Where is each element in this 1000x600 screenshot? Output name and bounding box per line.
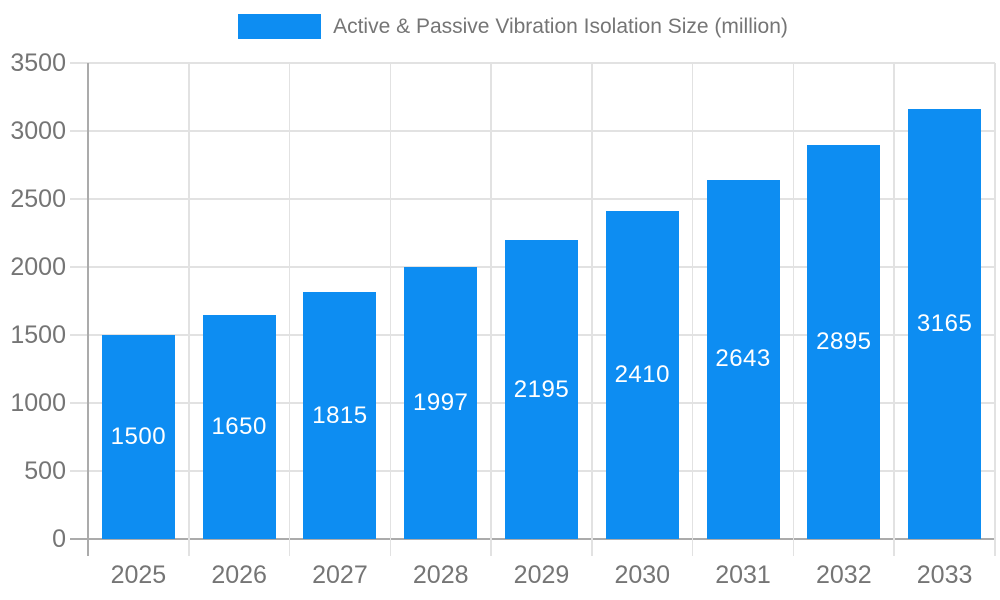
y-tick-label-3000: 3000 — [10, 117, 66, 145]
bar-2025[interactable]: 1500 — [101, 335, 175, 539]
x-tick-label-2029: 2029 — [513, 561, 570, 589]
v-gridline-3 — [389, 63, 392, 556]
bar-2033[interactable]: 3165 — [908, 108, 982, 539]
y-tick-label-1500: 1500 — [10, 321, 66, 349]
y-tick-label-0: 0 — [52, 525, 66, 553]
bar-value-label-2026: 1650 — [211, 412, 267, 440]
x-tick-label-2025: 2025 — [110, 561, 167, 589]
bar-2029[interactable]: 2195 — [505, 240, 578, 539]
x-tick-label-2028: 2028 — [412, 561, 469, 589]
x-tick-label-2032: 2032 — [816, 561, 872, 589]
x-tick-label-2027: 2027 — [312, 561, 368, 589]
bar-2032[interactable]: 2895 — [807, 145, 881, 539]
bar-2027[interactable]: 1815 — [303, 292, 377, 539]
y-tick-label-2500: 2500 — [10, 185, 66, 213]
h-gridline-3500 — [70, 62, 995, 64]
bar-2031[interactable]: 2643 — [706, 179, 780, 539]
v-gridline-4 — [490, 63, 492, 556]
x-tick-label-2031: 2031 — [715, 561, 771, 589]
bar-value-label-2032: 2895 — [816, 328, 872, 356]
h-gridline-2500 — [70, 198, 995, 200]
bar-value-label-2033: 3165 — [916, 309, 973, 337]
v-gridline-1 — [188, 63, 190, 556]
bar-value-label-2029: 2195 — [513, 375, 570, 403]
y-tick-label-3500: 3500 — [10, 49, 66, 77]
v-gridline-5 — [591, 63, 593, 556]
x-tick-label-2026: 2026 — [211, 561, 267, 589]
h-gridline-3000 — [70, 130, 995, 132]
legend: Active & Passive Vibration Isolation Siz… — [0, 14, 1000, 39]
bar-value-label-2028: 1997 — [413, 389, 469, 417]
y-tick-label-2000: 2000 — [10, 253, 66, 281]
y-tick-label-1000: 1000 — [10, 389, 66, 417]
bar-value-label-2030: 2410 — [614, 361, 670, 389]
bar-value-label-2031: 2643 — [715, 345, 771, 373]
legend-swatch — [238, 14, 322, 39]
v-gridline-8 — [893, 63, 895, 556]
x-tick-label-2030: 2030 — [614, 561, 671, 589]
x-axis-line — [70, 538, 995, 540]
bar-value-label-2027: 1815 — [312, 401, 368, 429]
v-gridline-6 — [691, 63, 694, 556]
v-gridline-2 — [288, 63, 291, 556]
bar-value-label-2025: 1500 — [110, 423, 167, 450]
legend-label: Active & Passive Vibration Isolation Siz… — [333, 14, 788, 38]
v-gridline-9 — [994, 63, 996, 556]
y-axis-line — [87, 63, 89, 556]
legend-item[interactable]: Active & Passive Vibration Isolation Siz… — [238, 14, 788, 39]
bar-2026[interactable]: 1650 — [202, 314, 276, 539]
x-tick-label-2033: 2033 — [916, 561, 973, 589]
v-gridline-7 — [792, 63, 795, 556]
y-tick-label-500: 500 — [24, 457, 66, 485]
bar-2028[interactable]: 1997 — [404, 267, 478, 539]
bar-2030[interactable]: 2410 — [605, 211, 679, 539]
